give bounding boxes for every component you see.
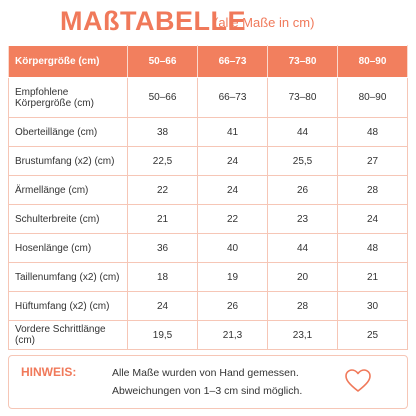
row-label: Hüftumfang (x2) (cm) (8, 291, 128, 321)
note-label: HINWEIS: (21, 365, 77, 379)
cell: 27 (337, 146, 408, 176)
row-label: Hosenlänge (cm) (8, 233, 128, 263)
cell: 66–73 (197, 77, 268, 118)
row-label: Schulterbreite (cm) (8, 204, 128, 234)
cell: 36 (127, 233, 198, 263)
cell: 23,1 (267, 320, 338, 350)
cell: 41 (197, 117, 268, 147)
table-row: Hüftumfang (x2) (cm) 24 26 28 30 (8, 291, 408, 321)
column-header: 73–80 (267, 45, 338, 78)
row-label: Vordere Schrittlänge (cm) (8, 320, 128, 350)
cell: 22,5 (127, 146, 198, 176)
note-box: HINWEIS: Alle Maße wurden von Hand gemes… (8, 355, 408, 409)
table-row: Schulterbreite (cm) 21 22 23 24 (8, 204, 408, 234)
cell: 24 (337, 204, 408, 234)
table-row: Empfohlene Körpergröße (cm) 50–66 66–73 73–… (8, 77, 408, 118)
cell: 50–66 (127, 77, 198, 118)
note-line: Abweichungen von 1–3 cm sind möglich. (112, 385, 303, 397)
cell: 22 (127, 175, 198, 205)
table-row: Hosenlänge (cm) 36 40 44 48 (8, 233, 408, 263)
row-label: Empfohlene Körpergröße (cm) (8, 77, 128, 118)
table-row: Ärmellänge (cm) 22 24 26 28 (8, 175, 408, 205)
cell: 38 (127, 117, 198, 147)
table-row: Taillenumfang (x2) (cm) 18 19 20 21 (8, 262, 408, 292)
cell: 28 (267, 291, 338, 321)
cell: 48 (337, 233, 408, 263)
cell: 18 (127, 262, 198, 292)
column-header: 66–73 (197, 45, 268, 78)
table-row: Vordere Schrittlänge (cm) 19,5 21,3 23,1 25 (8, 320, 408, 350)
cell: 24 (197, 175, 268, 205)
column-header: 80–90 (337, 45, 408, 78)
cell: 28 (337, 175, 408, 205)
subtitle: (alle Maße in cm) (214, 15, 315, 30)
cell: 73–80 (267, 77, 338, 118)
note-line: Alle Maße wurden von Hand gemessen. (112, 367, 299, 379)
column-header: 50–66 (127, 45, 198, 78)
cell: 26 (197, 291, 268, 321)
table-row: Oberteillänge (cm) 38 41 44 48 (8, 117, 408, 147)
cell: 23 (267, 204, 338, 234)
cell: 19 (197, 262, 268, 292)
table-row: Brustumfang (x2) (cm) 22,5 24 25,5 27 (8, 146, 408, 176)
cell: 21,3 (197, 320, 268, 350)
column-header: Körpergröße (cm) (8, 45, 128, 78)
cell: 25,5 (267, 146, 338, 176)
size-table: Körpergröße (cm) 50–66 66–73 73–80 80–90 Emp… (8, 45, 408, 350)
cell: 24 (197, 146, 268, 176)
title: MAßTABELLE (60, 6, 246, 36)
row-label: Ärmellänge (cm) (8, 175, 128, 205)
table-body: Empfohlene Körpergröße (cm) 50–66 66–73 73–… (8, 77, 408, 350)
row-label: Taillenumfang (x2) (cm) (8, 262, 128, 292)
cell: 20 (267, 262, 338, 292)
heart-icon (345, 369, 371, 392)
cell: 48 (337, 117, 408, 147)
row-label: Brustumfang (x2) (cm) (8, 146, 128, 176)
cell: 21 (337, 262, 408, 292)
cell: 40 (197, 233, 268, 263)
cell: 44 (267, 233, 338, 263)
row-label: Oberteillänge (cm) (8, 117, 128, 147)
cell: 30 (337, 291, 408, 321)
cell: 19,5 (127, 320, 198, 350)
cell: 22 (197, 204, 268, 234)
cell: 44 (267, 117, 338, 147)
header-row: Körpergröße (cm) 50–66 66–73 73–80 80–90 (8, 45, 408, 78)
cell: 24 (127, 291, 198, 321)
cell: 26 (267, 175, 338, 205)
cell: 25 (337, 320, 408, 350)
cell: 21 (127, 204, 198, 234)
note-text: Alle Maße wurden von Hand gemessen. Abwei… (112, 364, 302, 400)
cell: 80–90 (337, 77, 408, 118)
